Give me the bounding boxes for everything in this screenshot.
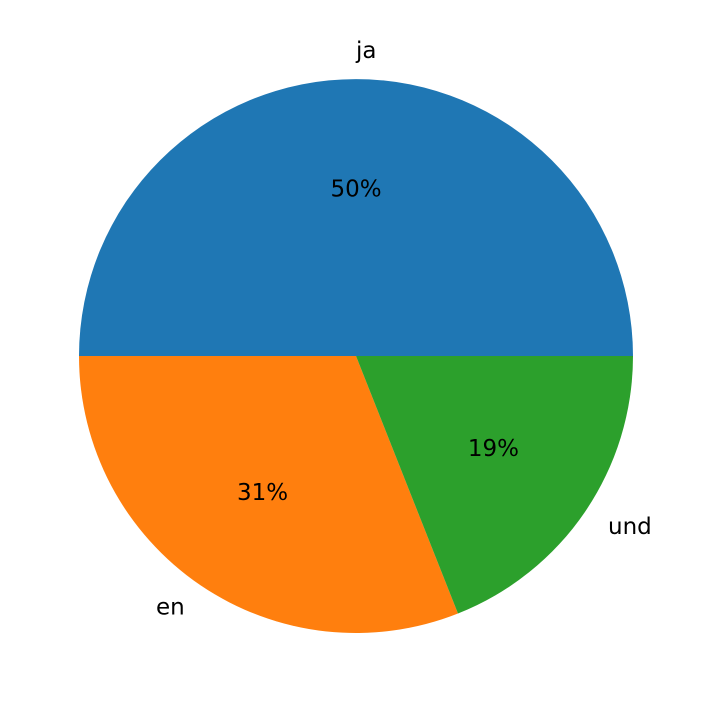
slice-label: ja <box>355 38 376 64</box>
pie-slice <box>79 356 458 633</box>
value-label: 19% <box>468 436 519 462</box>
slice-label: und <box>608 514 652 540</box>
value-label: 31% <box>237 480 288 506</box>
pie-slice <box>356 356 633 614</box>
pie-slice <box>79 79 633 356</box>
value-label: 50% <box>330 176 381 202</box>
slice-label: en <box>156 595 185 621</box>
